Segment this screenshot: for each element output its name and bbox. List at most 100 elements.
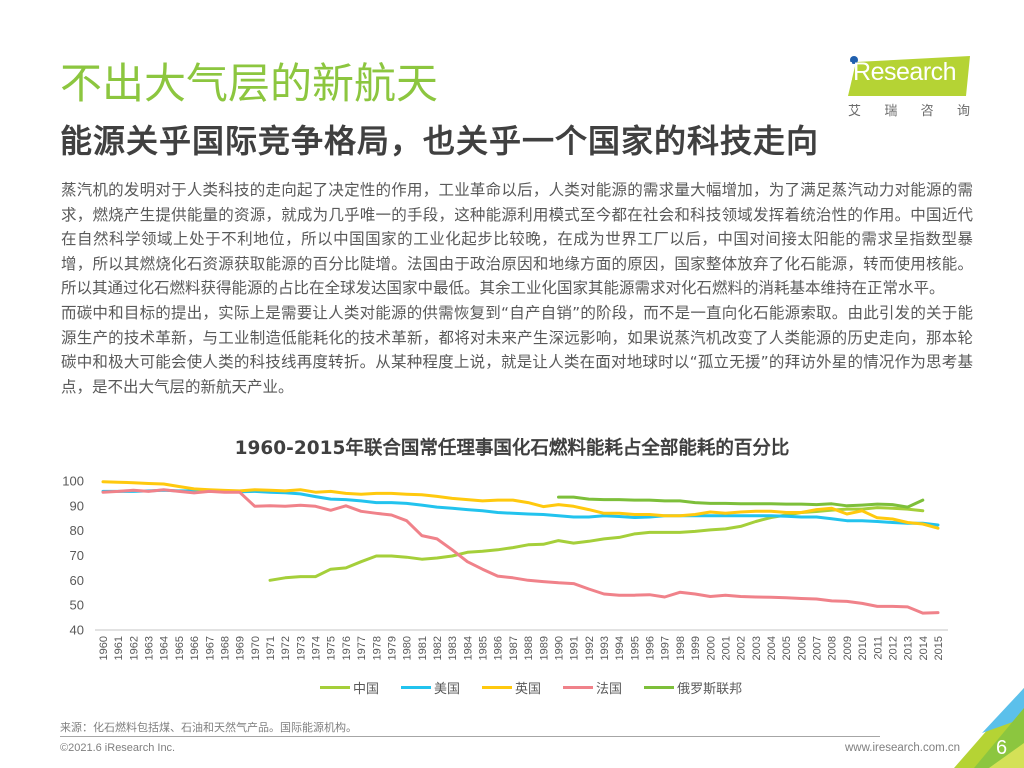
legend-swatch-icon — [644, 686, 675, 689]
x-tick-label: 2010 — [857, 636, 869, 660]
source-note: 来源：化石燃料包括煤、石油和天然气产品。国际能源机构。 — [60, 721, 357, 734]
paragraph: 而碳中和目标的提出，实际上是需要让人类对能源的供需恢复到“自产自销”的阶段，而不… — [61, 303, 973, 396]
legend-label: 俄罗斯联邦 — [677, 682, 743, 697]
x-tick-label: 1971 — [265, 636, 277, 660]
x-tick-label: 1977 — [356, 636, 368, 660]
page-number: 6 — [996, 737, 1008, 759]
website-link[interactable]: www.iresearch.com.cn — [845, 742, 961, 754]
x-tick-label: 1980 — [402, 636, 414, 660]
x-tick-label: 2008 — [827, 636, 839, 660]
logo-char: 询 — [956, 104, 970, 119]
x-tick-label: 1979 — [386, 636, 398, 660]
legend-item-russia: 俄罗斯联邦 — [644, 678, 742, 697]
x-tick-label: 1982 — [432, 636, 444, 660]
y-tick-label: 90 — [70, 498, 84, 513]
x-tick-label: 1962 — [128, 636, 140, 660]
legend-item-china: 中国 — [320, 678, 379, 697]
x-tick-label: 1999 — [690, 636, 702, 660]
x-tick-label: 2004 — [766, 636, 778, 660]
x-tick-label: 1975 — [326, 636, 338, 660]
x-tick-label: 2002 — [736, 636, 748, 660]
x-tick-label: 1983 — [447, 636, 459, 660]
x-tick-label: 1996 — [645, 636, 657, 660]
slide-title: 不出大气层的新航天 — [60, 59, 439, 108]
x-tick-label: 1994 — [614, 636, 626, 660]
slide-subtitle: 能源关乎国际竞争格局，也关乎一个国家的科技走向 — [60, 122, 820, 160]
logo-char: 瑞 — [884, 104, 898, 119]
series-line — [557, 495, 925, 509]
x-tick-label: 2000 — [705, 636, 717, 660]
series-lines — [101, 480, 940, 615]
x-tick-label: 1965 — [174, 636, 186, 660]
copyright: ©2021.6 iResearch Inc. — [60, 742, 176, 754]
series-line — [101, 480, 940, 530]
x-tick-label: 1992 — [584, 636, 596, 660]
x-tick-label: 1972 — [280, 636, 292, 660]
x-tick-label: 1960 — [98, 636, 110, 660]
x-tick-label: 1961 — [113, 636, 125, 660]
x-tick-label: 1974 — [311, 636, 323, 660]
series-line — [101, 488, 940, 615]
y-tick-label: 80 — [70, 523, 84, 538]
logo-char: 艾 — [848, 104, 862, 119]
legend-label: 法国 — [596, 682, 623, 697]
chart-title: 1960-2015年联合国常任理事国化石燃料能耗占全部能耗的百分比 — [234, 438, 790, 459]
x-tick-label: 2013 — [903, 636, 915, 660]
x-tick-label: 1986 — [493, 636, 505, 660]
x-tick-label: 1968 — [219, 636, 231, 660]
legend-item-usa: 美国 — [401, 678, 460, 697]
footer-divider — [60, 736, 460, 737]
legend-swatch-icon — [563, 686, 594, 689]
y-tick-label: 100 — [62, 474, 84, 489]
y-tick-label: 40 — [70, 623, 84, 638]
paragraph: 蒸汽机的发明对于人类科技的走向起了决定性的作用，工业革命以后，人类对能源的需求量… — [61, 181, 973, 298]
iresearch-logo: iResearch 艾 瑞 咨 询 — [838, 52, 973, 122]
x-tick-label: 2001 — [720, 636, 732, 660]
x-tick-label: 1985 — [478, 636, 490, 660]
x-tick-label: 2003 — [751, 636, 763, 660]
logo-band-icon — [848, 56, 970, 96]
x-tick-label: 1997 — [660, 636, 672, 660]
x-tick-label: 1970 — [250, 636, 262, 660]
body-text: 蒸汽机的发明对于人类科技的走向起了决定性的作用，工业革命以后，人类对能源的需求量… — [61, 178, 973, 399]
chart-canvas: 100 90 80 70 60 50 40 1960 1961 1962 1963 1964 1965… — [62, 474, 948, 660]
x-tick-label: 2006 — [796, 636, 808, 660]
x-tick-label: 1963 — [144, 636, 156, 660]
legend-swatch-icon — [401, 686, 432, 689]
legend-label: 英国 — [515, 682, 542, 697]
x-tick-label: 1998 — [675, 636, 687, 660]
x-tick-label: 1964 — [159, 636, 171, 660]
x-tick-label: 1984 — [462, 636, 474, 660]
x-tick-label: 1978 — [371, 636, 383, 660]
x-tick-label: 2011 — [872, 636, 884, 660]
legend-item-france: 法国 — [563, 678, 622, 697]
x-tick-label: 2007 — [812, 636, 824, 660]
x-tick-label: 2005 — [781, 636, 793, 660]
x-tick-label: 1966 — [189, 636, 201, 660]
series-line — [268, 506, 925, 582]
y-tick-label: 70 — [70, 548, 84, 563]
x-tick-label: 1989 — [538, 636, 550, 660]
x-tick-label: 2014 — [918, 636, 930, 660]
legend-swatch-icon — [320, 686, 350, 689]
logo-char: 咨 — [920, 104, 934, 119]
footer-divider — [460, 736, 880, 737]
y-tick-label: 50 — [70, 598, 84, 613]
x-tick-label: 2009 — [842, 636, 854, 660]
x-tick-label: 1988 — [523, 636, 535, 660]
legend-label: 美国 — [434, 682, 461, 697]
logo-dot-icon — [850, 56, 858, 64]
x-tick-label: 2012 — [887, 636, 899, 660]
corner-decoration-icon — [954, 688, 1024, 768]
x-tick-label: 2015 — [933, 636, 945, 660]
x-tick-label: 1969 — [235, 636, 247, 660]
logo-chinese-name: 艾 瑞 咨 询 — [848, 100, 970, 119]
logo-text: iResearch — [848, 58, 957, 86]
legend-swatch-icon — [482, 686, 513, 689]
x-tick-label: 1991 — [569, 636, 581, 660]
y-tick-label: 60 — [70, 573, 84, 588]
y-axis: 100 90 80 70 60 50 40 — [62, 474, 84, 638]
x-tick-label: 1990 — [553, 636, 565, 660]
legend-item-uk: 英国 — [482, 678, 541, 697]
x-tick-label: 1995 — [629, 636, 641, 660]
